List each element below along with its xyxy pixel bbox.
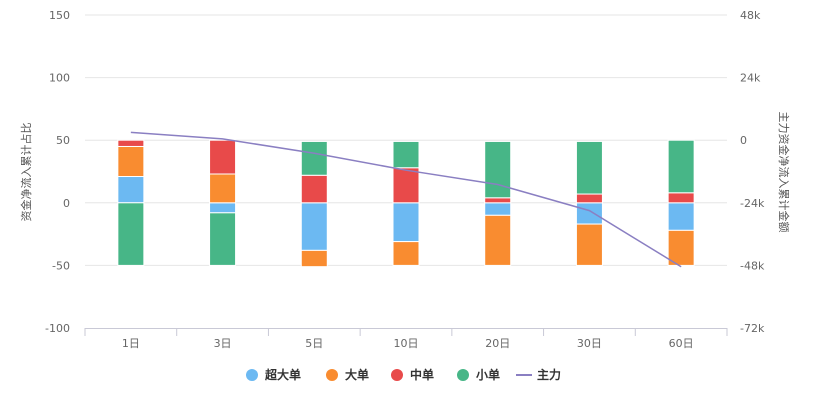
bar-segment xyxy=(667,192,695,204)
x-tick-label: 10日 xyxy=(394,337,419,350)
bar-segment xyxy=(300,202,328,251)
legend-item[interactable]: 小单 xyxy=(457,367,500,382)
y-left-tick-label: 50 xyxy=(56,134,70,147)
legend-item[interactable]: 大单 xyxy=(326,367,369,382)
x-tick-label: 20日 xyxy=(485,337,510,350)
y-right-tick-label: 48k xyxy=(740,9,761,22)
bar-segment xyxy=(484,140,512,199)
legend-label: 中单 xyxy=(410,367,434,382)
bar-segment xyxy=(300,249,328,268)
legend-marker xyxy=(326,369,338,381)
bar-segment xyxy=(117,145,145,178)
legend-item[interactable]: 中单 xyxy=(391,367,434,382)
bar-segment xyxy=(575,140,603,195)
bar-segment xyxy=(392,241,420,266)
bar-segment xyxy=(209,202,237,214)
bar-segment xyxy=(392,202,420,243)
legend-item[interactable]: 超大单 xyxy=(246,367,301,382)
legend-label: 主力 xyxy=(537,367,561,382)
bar-segment xyxy=(575,223,603,266)
bar-segment xyxy=(484,214,512,266)
bar-segment xyxy=(667,139,695,194)
y-right-tick-label: -72k xyxy=(740,322,765,335)
legend[interactable]: 超大单 大单 中单 小单 主力 xyxy=(246,367,561,382)
legend-label: 超大单 xyxy=(264,367,301,382)
legend-label: 大单 xyxy=(345,367,369,382)
bar-segment xyxy=(667,229,695,266)
bar-segment xyxy=(209,173,237,204)
bar-segment xyxy=(209,139,237,175)
x-tick-label: 5日 xyxy=(305,337,323,350)
y-left-tick-label: 100 xyxy=(49,72,70,85)
x-tick-label: 30日 xyxy=(577,337,602,350)
y-left-tick-label: 0 xyxy=(63,197,70,210)
y-right-tick-label: 0 xyxy=(740,134,747,147)
x-tick-label: 1日 xyxy=(122,337,140,350)
y-left-tick-label: -100 xyxy=(45,322,70,335)
bar-segment xyxy=(575,202,603,225)
bar-stacks xyxy=(117,139,695,268)
legend-item[interactable]: 主力 xyxy=(516,367,561,382)
x-axis: 1日 3日 5日 10日 20日 30日 60日 xyxy=(84,328,728,350)
bar-segment xyxy=(300,140,328,176)
y-right-tick-label: -48k xyxy=(740,259,765,272)
bar-segment xyxy=(484,197,512,204)
bar-segment xyxy=(117,176,145,204)
main-force-line xyxy=(130,131,682,268)
bar-segment xyxy=(392,140,420,169)
x-tick-label: 3日 xyxy=(214,337,232,350)
y-axis-left-title: 资金净流入累计占比 xyxy=(19,123,33,222)
bar-segment xyxy=(300,174,328,204)
main-force-line-layer xyxy=(130,131,682,268)
legend-marker xyxy=(457,369,469,381)
legend-marker xyxy=(246,369,258,381)
y-axis-right: 48k 24k 0 -24k -48k -72k xyxy=(740,9,765,335)
y-left-tick-label: -50 xyxy=(52,259,70,272)
y-right-tick-label: 24k xyxy=(740,72,761,85)
legend-label: 小单 xyxy=(476,367,500,382)
x-tick-label: 60日 xyxy=(669,337,694,350)
bar-segment xyxy=(575,193,603,204)
bar-segment xyxy=(484,202,512,216)
bar-segment xyxy=(209,212,237,266)
bar-segment xyxy=(117,202,145,266)
bar-segment xyxy=(117,139,145,147)
bar-segment xyxy=(667,202,695,231)
y-left-tick-label: 150 xyxy=(49,9,70,22)
bar-segment xyxy=(392,167,420,204)
y-right-tick-label: -24k xyxy=(740,197,765,210)
y-axis-right-title: 主力资金净流入累计金额 xyxy=(777,112,791,233)
legend-marker xyxy=(391,369,403,381)
y-axis-left: 150 100 50 0 -50 -100 xyxy=(45,9,70,335)
